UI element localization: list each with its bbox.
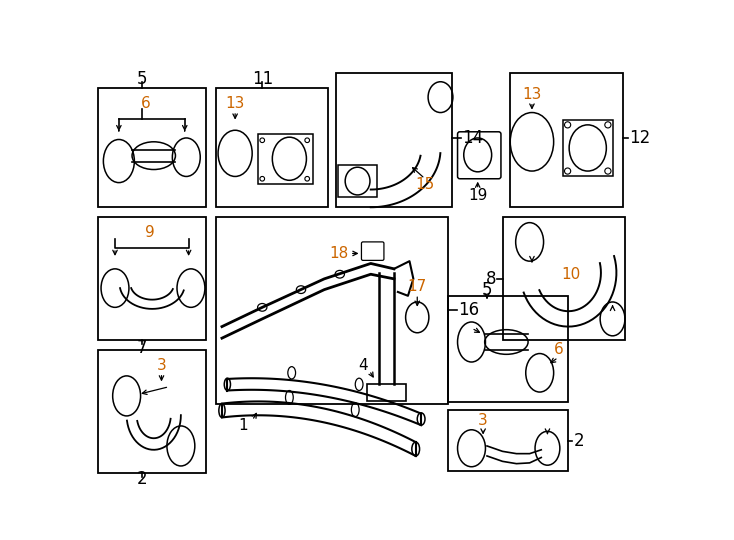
Text: 13: 13 (225, 96, 245, 111)
Text: 2: 2 (574, 431, 584, 450)
Text: 17: 17 (407, 279, 427, 294)
Text: 18: 18 (330, 246, 349, 261)
Text: 15: 15 (415, 177, 435, 192)
Text: 7: 7 (137, 339, 148, 357)
Bar (448, 410, 568, 471)
Bar (216, 88, 328, 207)
Bar (448, 296, 568, 402)
Bar (336, 72, 452, 207)
Bar (338, 165, 377, 197)
Bar (98, 217, 206, 340)
Text: 5: 5 (137, 70, 148, 87)
Text: 10: 10 (561, 267, 581, 282)
Bar (367, 384, 406, 401)
Text: 8: 8 (486, 270, 496, 288)
Text: 3: 3 (479, 413, 488, 428)
Bar (510, 72, 622, 207)
Text: 4: 4 (358, 357, 368, 373)
Text: 2: 2 (137, 470, 148, 488)
Text: 19: 19 (468, 188, 487, 203)
Text: 12: 12 (629, 129, 650, 147)
Text: 5: 5 (482, 281, 493, 299)
Bar (503, 217, 625, 340)
Text: 3: 3 (156, 357, 167, 373)
Text: 6: 6 (553, 342, 563, 357)
Text: 6: 6 (141, 96, 151, 111)
Text: 16: 16 (458, 301, 479, 319)
Bar (258, 134, 313, 184)
Bar (98, 88, 206, 207)
Text: 11: 11 (252, 70, 273, 87)
Text: 13: 13 (523, 86, 542, 102)
Text: 9: 9 (145, 225, 155, 240)
Text: 14: 14 (462, 129, 483, 147)
Bar (216, 217, 448, 403)
Text: 1: 1 (238, 417, 247, 433)
Bar (98, 350, 206, 473)
Bar (563, 120, 614, 176)
